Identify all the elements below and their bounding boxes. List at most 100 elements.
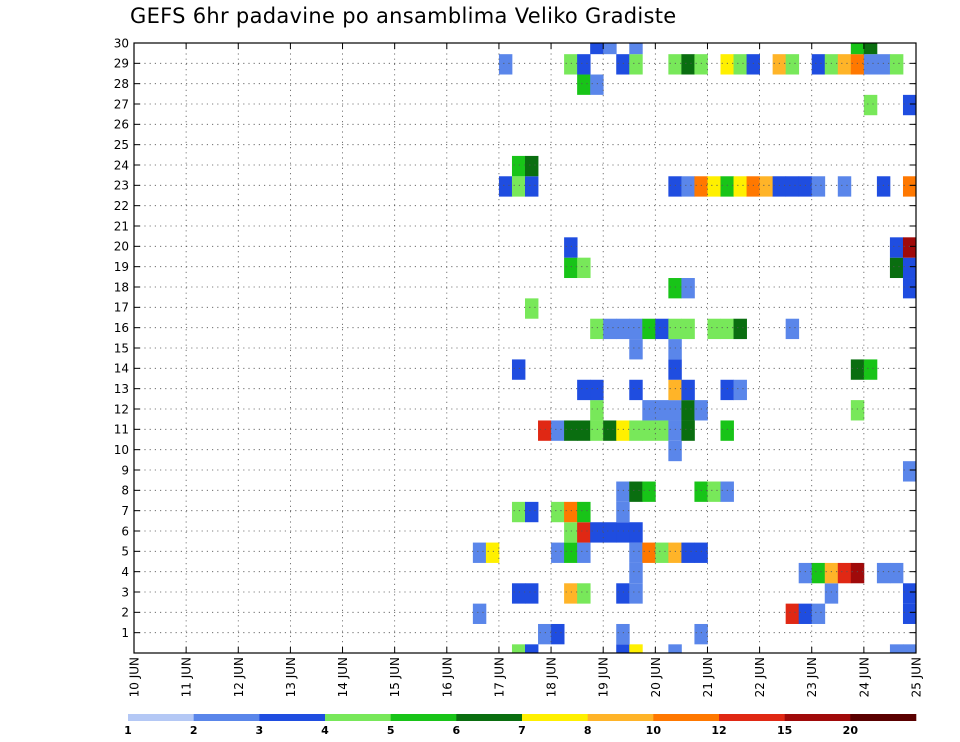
heatmap-cell: [668, 400, 682, 421]
heatmap-cell: [694, 176, 708, 197]
y-tick-label: 8: [121, 484, 129, 498]
x-tick-label: 14 JUN: [336, 657, 350, 697]
heatmap-cell: [577, 379, 591, 401]
heatmap-cell: [811, 562, 826, 584]
heatmap-cell: [733, 54, 747, 75]
colorbar-swatch: [390, 714, 457, 721]
heatmap-cell: [694, 623, 708, 645]
heatmap-cell: [629, 522, 643, 543]
heatmap-cell: [668, 278, 682, 299]
heatmap-cell: [525, 501, 539, 523]
x-tick-label: 25 JUN: [910, 657, 924, 697]
heatmap-cell: [590, 400, 604, 421]
y-tick-label: 30: [114, 36, 129, 50]
y-tick-label: 2: [121, 606, 129, 620]
heatmap-cell: [525, 298, 539, 319]
heatmap-cell: [681, 278, 695, 299]
heatmap-cell: [525, 644, 539, 653]
y-tick-label: 1: [121, 626, 129, 640]
heatmap-cell: [525, 155, 539, 177]
colorbar-swatch: [587, 714, 654, 721]
x-tick-label: 20 JUN: [649, 657, 663, 697]
heatmap-cell: [850, 54, 865, 75]
heatmap-cell: [889, 644, 904, 653]
heatmap-cell: [668, 379, 682, 401]
heatmap-cell: [850, 359, 865, 380]
colorbar-swatch: [128, 714, 194, 721]
colorbar-swatch: [850, 714, 917, 721]
heatmap-cell: [798, 603, 813, 624]
colorbar-label: 10: [646, 724, 662, 737]
y-tick-label: 14: [114, 362, 129, 376]
heatmap-cell: [902, 278, 917, 299]
colorbar-swatch: [193, 714, 260, 721]
x-axis-ticks: 10 JUN 11 JUN 12 JUN 13 JUN 14 JUN 15 JUN 16 J…: [128, 43, 924, 697]
heatmap-cell: [694, 542, 708, 563]
heatmap-cell: [511, 155, 526, 177]
heatmap-cell: [642, 420, 656, 441]
heatmap-cell: [629, 318, 643, 340]
colorbar-label: 7: [518, 724, 526, 737]
heatmap-cell: [629, 583, 643, 604]
heatmap-cell: [551, 623, 565, 645]
x-tick-label: 10 JUN: [128, 657, 142, 697]
heatmap-cell: [511, 359, 526, 380]
heatmap-cell: [863, 43, 878, 55]
x-tick-label: 13 JUN: [284, 657, 298, 697]
heatmap-cell: [837, 54, 852, 75]
heatmap-cell: [642, 400, 656, 421]
heatmap-cell: [785, 176, 800, 197]
y-tick-label: 13: [114, 382, 129, 396]
heatmap-cell: [655, 420, 669, 441]
y-tick-label: 5: [121, 545, 129, 559]
y-tick-label: 19: [114, 260, 129, 274]
colorbar-label: 5: [387, 724, 395, 737]
heatmap-cell: [824, 583, 839, 604]
y-tick-label: 18: [114, 280, 129, 294]
heatmap-cell: [772, 54, 787, 75]
heatmap-cell: [498, 176, 513, 197]
y-tick-label: 6: [121, 524, 129, 538]
heatmap-cell: [681, 400, 695, 421]
heatmap-cell: [837, 562, 852, 584]
heatmap-cell: [824, 562, 839, 584]
heatmap-cell: [551, 501, 565, 523]
heatmap-cell: [642, 318, 656, 340]
heatmap-cell: [564, 583, 578, 604]
heatmap-cell: [629, 43, 643, 55]
heatmap-cell: [863, 359, 878, 380]
heatmap-cell: [485, 542, 500, 563]
heatmap-cell: [590, 74, 604, 95]
heatmap-cell: [876, 176, 891, 197]
heatmap-cell: [655, 318, 669, 340]
heatmap-cell: [785, 318, 800, 340]
heatmap-cell: [577, 74, 591, 95]
x-tick-label: 12 JUN: [232, 657, 246, 697]
x-tick-label: 19 JUN: [597, 657, 611, 697]
heatmap-cell: [577, 420, 591, 441]
heatmap-cell: [811, 176, 826, 197]
heatmap-cell: [876, 54, 891, 75]
heatmap-cell: [889, 257, 904, 279]
heatmap-cell: [629, 54, 643, 75]
x-tick-label: 24 JUN: [857, 657, 871, 697]
heatmap-cell: [668, 420, 682, 441]
colorbar-label: 12: [711, 724, 726, 737]
heatmap-cell: [733, 379, 747, 401]
heatmap-cell: [785, 603, 800, 624]
heatmap-cell: [850, 43, 865, 55]
heatmap-cell: [720, 420, 734, 441]
heatmap-cell: [733, 318, 747, 340]
heatmap-cell: [511, 644, 526, 653]
heatmap-cell: [720, 379, 734, 401]
heatmap-cell: [564, 542, 578, 563]
y-tick-label: 24: [114, 158, 129, 172]
y-tick-label: 23: [114, 179, 129, 193]
heatmap-cell: [785, 54, 800, 75]
heatmap-cell: [798, 176, 813, 197]
heatmap-cell: [564, 237, 578, 258]
y-tick-label: 3: [121, 585, 129, 599]
heatmap-cell: [603, 420, 617, 441]
y-tick-label: 29: [114, 57, 129, 71]
heatmap-cell: [746, 54, 760, 75]
